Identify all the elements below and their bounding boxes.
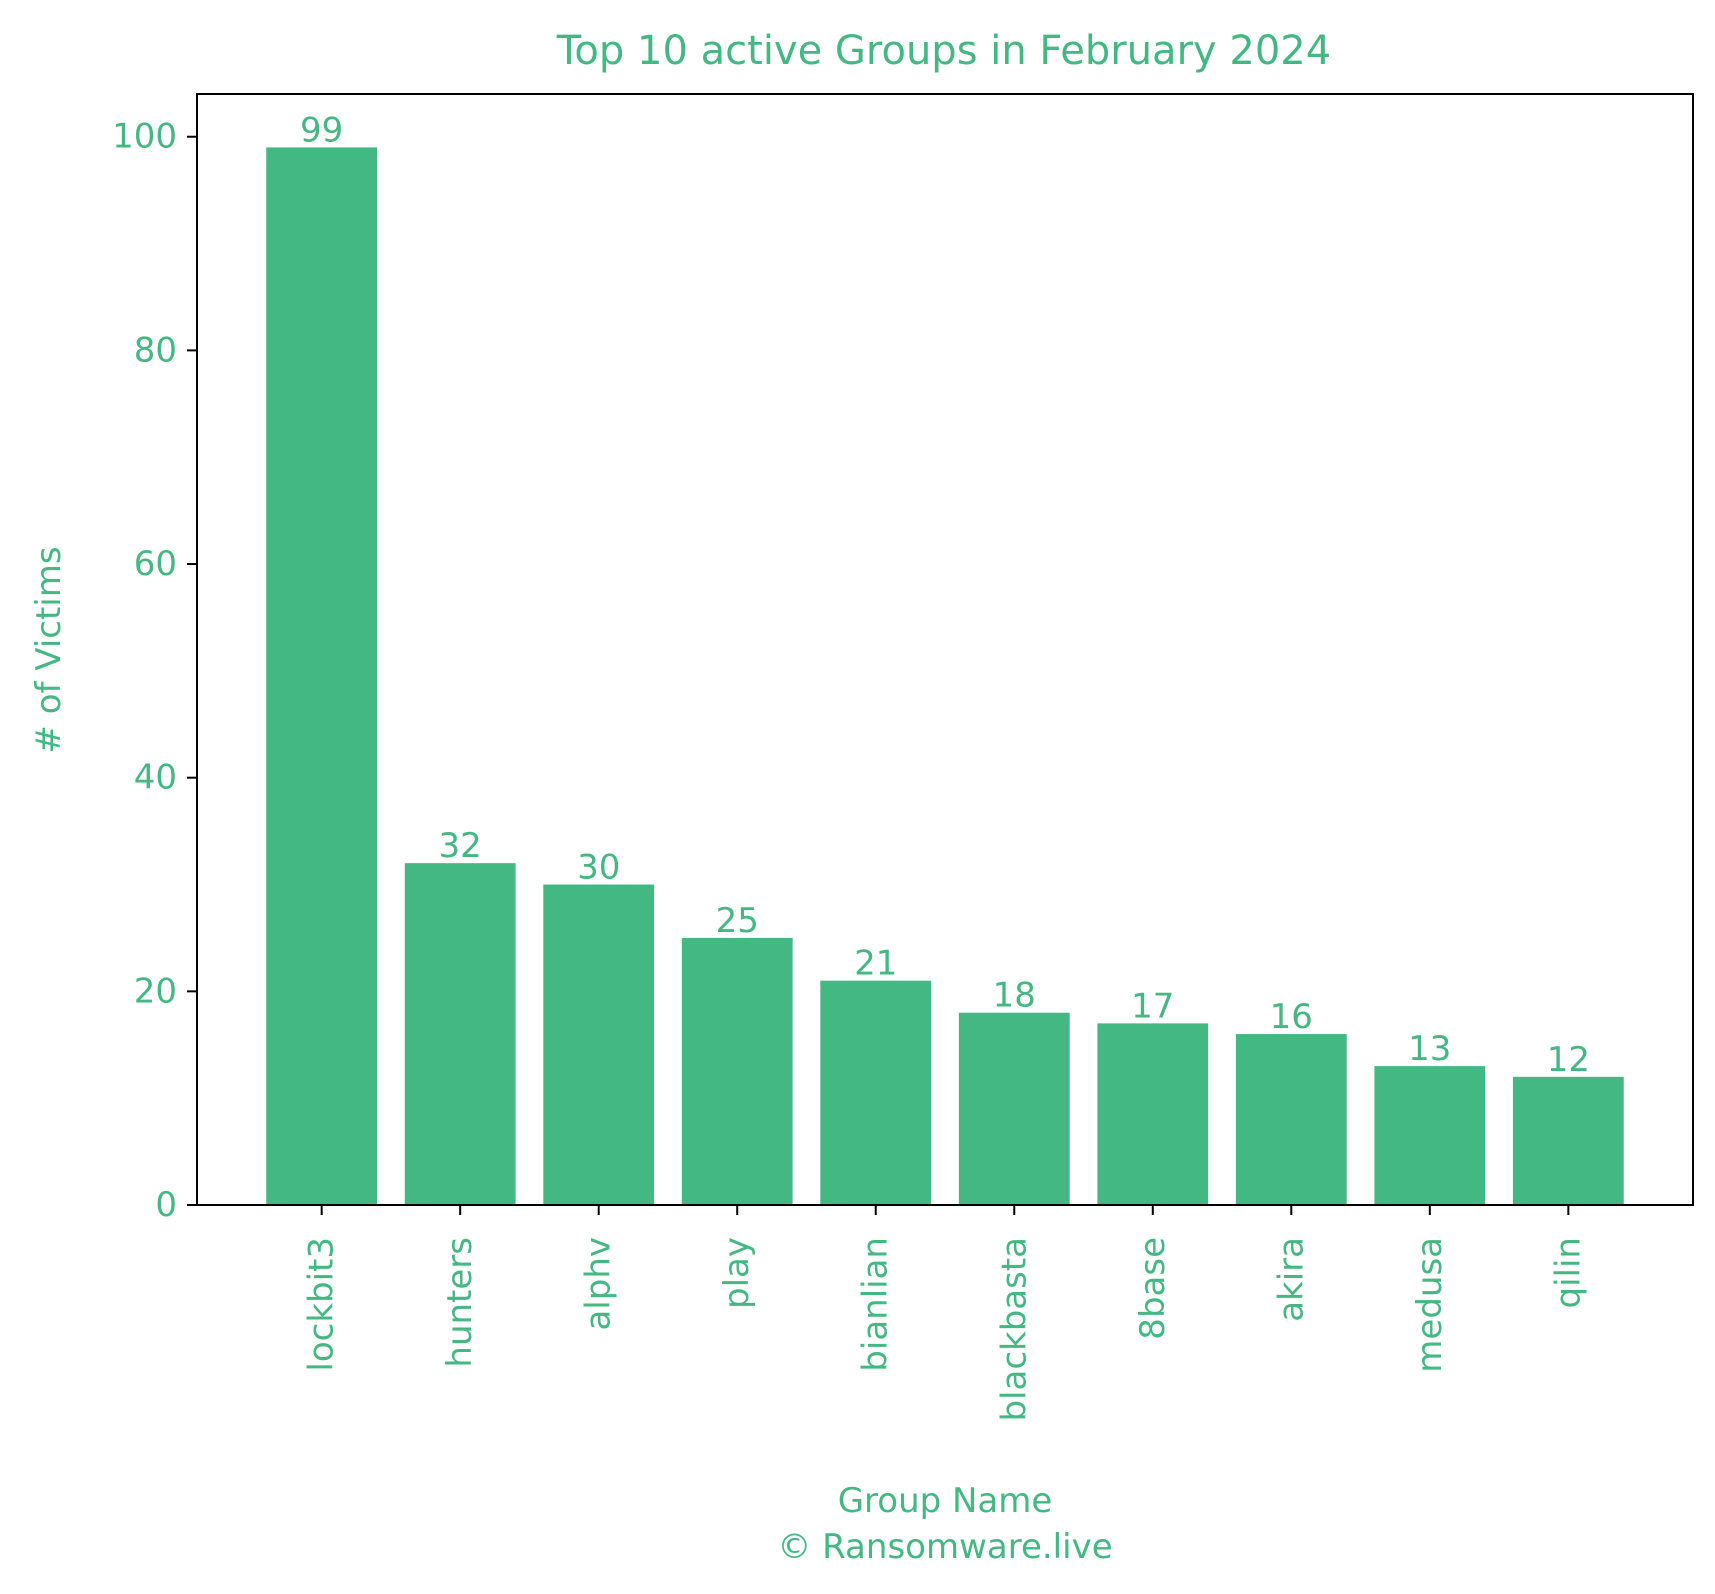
y-tick-label: 20 [134, 971, 177, 1011]
bar-value-label: 13 [1408, 1029, 1451, 1069]
plot-frame [196, 93, 1694, 1206]
bar-bianlian [820, 980, 932, 1205]
bar-value-label: 17 [1131, 986, 1174, 1026]
y-tick-label: 100 [112, 117, 177, 157]
bar-alphv [543, 884, 655, 1205]
copyright-caption: © Ransomware.live [777, 1527, 1112, 1567]
x-tick-label: qilin [1548, 1237, 1588, 1308]
bar-value-label: 25 [716, 901, 759, 941]
y-tick-label: 40 [134, 758, 177, 798]
bar-value-label: 16 [1270, 997, 1313, 1037]
bar-hunters [404, 863, 516, 1205]
x-tick-label: akira [1271, 1237, 1311, 1322]
bar-value-label: 21 [854, 944, 897, 984]
x-tick-label: hunters [440, 1237, 480, 1368]
bar-medusa [1374, 1066, 1486, 1205]
bar-play [681, 937, 793, 1205]
y-tick-label: 80 [134, 330, 177, 370]
bar-value-label: 12 [1547, 1040, 1590, 1080]
x-tick-label: 8base [1133, 1237, 1173, 1340]
y-axis-label: # of Victims [29, 546, 69, 753]
x-tick-label: alphv [579, 1237, 619, 1331]
bar-akira [1235, 1034, 1347, 1205]
x-tick-label: blackbasta [994, 1237, 1034, 1422]
bar-value-label: 32 [439, 826, 482, 866]
bar-value-label: 18 [993, 976, 1036, 1016]
x-tick-label: medusa [1410, 1237, 1450, 1373]
bar-qilin [1512, 1076, 1624, 1205]
y-tick-label: 0 [155, 1185, 177, 1225]
bar-lockbit3 [266, 147, 378, 1206]
plot-area: 99 lockbit3 32 hunters 30 alphv 25 play 21 bianli… [112, 110, 1624, 1422]
x-axis-label: Group Name [838, 1481, 1053, 1521]
x-tick-label: lockbit3 [302, 1237, 342, 1372]
x-tick-label: bianlian [856, 1237, 896, 1372]
chart-title: Top 10 active Groups in February 2024 [556, 28, 1331, 74]
bar-blackbasta [958, 1012, 1070, 1205]
bar-value-label: 30 [577, 848, 620, 888]
y-tick-label: 60 [134, 544, 177, 584]
x-tick-label: play [717, 1237, 757, 1309]
bar-value-label: 99 [300, 110, 343, 150]
bar-8base [1097, 1023, 1209, 1205]
